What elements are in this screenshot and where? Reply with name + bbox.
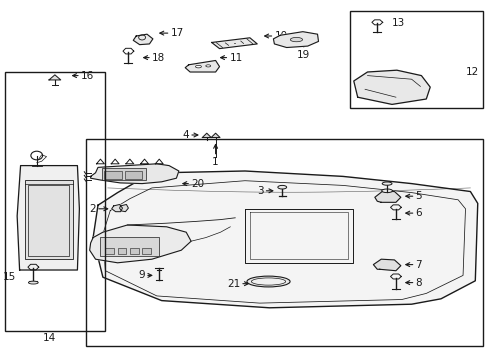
Bar: [105, 248, 114, 254]
Polygon shape: [273, 32, 318, 48]
Polygon shape: [93, 171, 478, 308]
Polygon shape: [112, 204, 122, 212]
Text: 7: 7: [416, 260, 422, 270]
Bar: [142, 248, 151, 254]
Bar: [130, 248, 139, 254]
Text: 18: 18: [152, 53, 165, 63]
Text: 2: 2: [89, 204, 96, 214]
Bar: [125, 171, 142, 179]
Polygon shape: [49, 75, 61, 80]
Polygon shape: [17, 166, 79, 270]
Text: 10: 10: [274, 31, 288, 41]
Text: 15: 15: [2, 272, 16, 282]
Bar: [28, 185, 69, 256]
Text: 8: 8: [416, 278, 422, 288]
Ellipse shape: [382, 182, 392, 185]
Ellipse shape: [206, 65, 211, 67]
Polygon shape: [120, 204, 128, 212]
Bar: [86, 139, 483, 346]
Text: 6: 6: [416, 208, 422, 218]
Text: 21: 21: [227, 279, 240, 289]
Polygon shape: [375, 192, 401, 202]
Text: 1: 1: [212, 157, 219, 167]
Bar: [25, 180, 73, 259]
Bar: [102, 168, 146, 180]
Ellipse shape: [382, 189, 392, 193]
Text: 14: 14: [42, 333, 56, 343]
Bar: [104, 171, 122, 179]
Text: 13: 13: [392, 18, 405, 28]
Text: 17: 17: [171, 28, 184, 38]
Ellipse shape: [290, 37, 303, 42]
Ellipse shape: [28, 281, 38, 284]
Bar: [5, 72, 105, 331]
Polygon shape: [185, 60, 220, 72]
Polygon shape: [202, 133, 211, 138]
Text: 19: 19: [297, 50, 311, 60]
Polygon shape: [90, 225, 191, 263]
Polygon shape: [211, 133, 220, 138]
Text: 20: 20: [191, 179, 204, 189]
Text: 9: 9: [138, 270, 145, 280]
Polygon shape: [133, 34, 153, 45]
Polygon shape: [373, 259, 401, 271]
Ellipse shape: [251, 278, 286, 285]
Ellipse shape: [278, 185, 287, 189]
Bar: [118, 248, 126, 254]
Polygon shape: [354, 70, 430, 104]
Polygon shape: [91, 164, 179, 184]
Ellipse shape: [247, 276, 290, 287]
Text: 12: 12: [466, 67, 479, 77]
Text: 4: 4: [182, 130, 189, 140]
Polygon shape: [212, 38, 257, 49]
Bar: [100, 237, 159, 256]
Ellipse shape: [196, 66, 201, 68]
Text: 16: 16: [81, 71, 94, 81]
Text: 11: 11: [229, 53, 243, 63]
Text: 3: 3: [257, 186, 264, 196]
Bar: [350, 11, 483, 108]
Text: 5: 5: [416, 191, 422, 201]
